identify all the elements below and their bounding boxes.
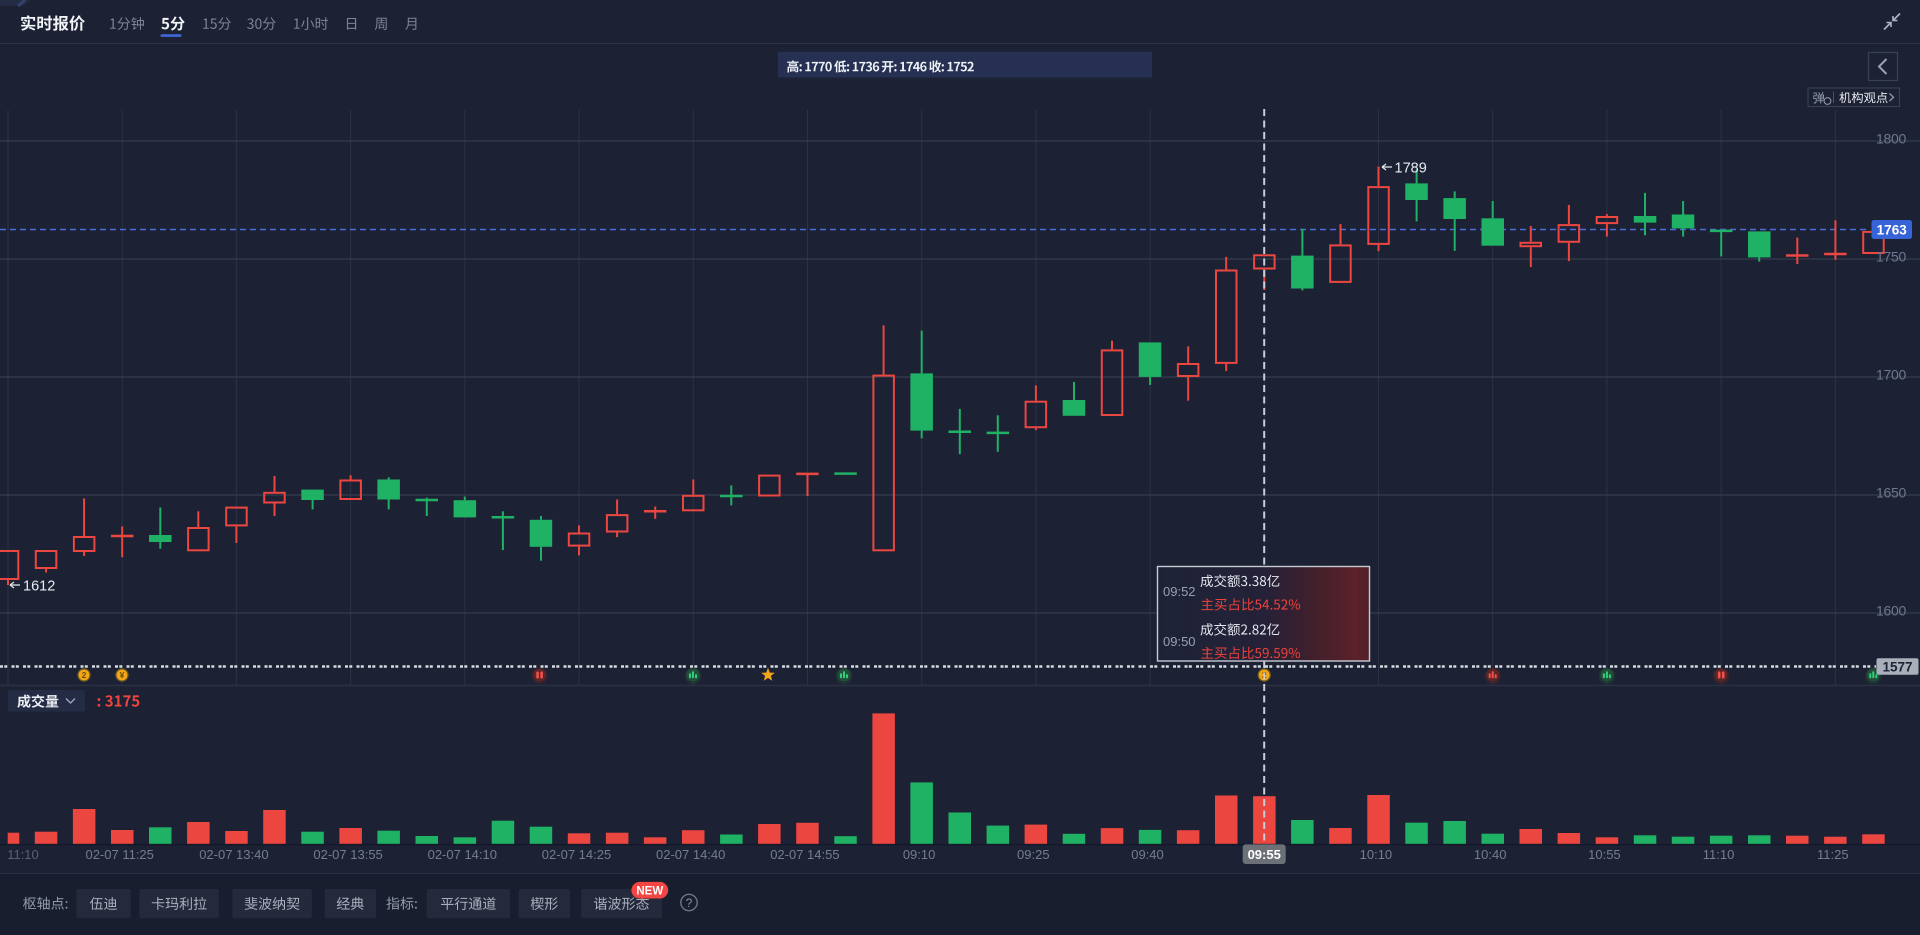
svg-text:09:40: 09:40	[1131, 847, 1164, 862]
svg-text:11:10: 11:10	[1703, 847, 1735, 862]
svg-text:?: ?	[686, 896, 693, 910]
svg-text:1600: 1600	[1876, 603, 1906, 619]
svg-text:10:40: 10:40	[1474, 847, 1507, 862]
svg-text:1789: 1789	[1395, 161, 1427, 177]
svg-text:02-07 14:10: 02-07 14:10	[428, 847, 497, 862]
svg-text:02-07 14:25: 02-07 14:25	[542, 847, 611, 862]
svg-text:10:10: 10:10	[1360, 847, 1393, 862]
svg-text:1750: 1750	[1876, 249, 1906, 265]
svg-text:09:55: 09:55	[1248, 847, 1281, 862]
svg-text:1650: 1650	[1876, 485, 1906, 501]
svg-text:1800: 1800	[1876, 131, 1906, 147]
svg-text:2: 2	[82, 670, 87, 680]
svg-text:02-07 13:55: 02-07 13:55	[313, 847, 382, 862]
svg-text:NEW: NEW	[636, 885, 663, 897]
svg-text:02-07 11:25: 02-07 11:25	[85, 847, 153, 862]
svg-text:1577: 1577	[1882, 659, 1912, 674]
svg-text:10:55: 10:55	[1588, 847, 1621, 862]
svg-text:11:10: 11:10	[7, 847, 39, 862]
svg-text:1700: 1700	[1876, 367, 1906, 383]
svg-text:02-07 13:40: 02-07 13:40	[199, 847, 268, 862]
svg-text:¥: ¥	[120, 670, 125, 680]
svg-text:11:25: 11:25	[1817, 847, 1849, 862]
svg-text:02-07 14:40: 02-07 14:40	[656, 847, 725, 862]
svg-text:09:52: 09:52	[1163, 584, 1196, 599]
svg-text:09:50: 09:50	[1163, 634, 1196, 649]
svg-text:09:10: 09:10	[903, 847, 936, 862]
svg-text:09:25: 09:25	[1017, 847, 1050, 862]
svg-text:1763: 1763	[1877, 222, 1908, 237]
svg-text:02-07 14:55: 02-07 14:55	[770, 847, 839, 862]
svg-text:1612: 1612	[23, 579, 55, 595]
